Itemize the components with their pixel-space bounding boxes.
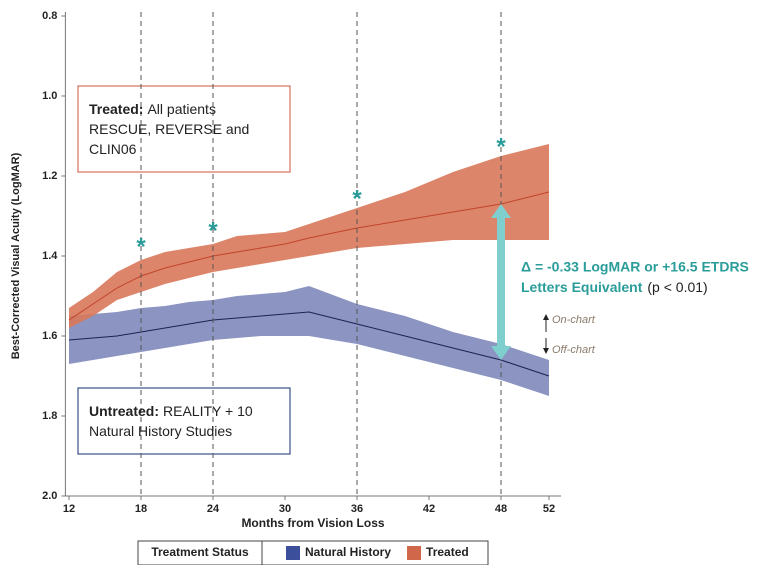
- annotation-label: Treated:: [89, 101, 143, 117]
- delta-arrow: [491, 204, 511, 360]
- annotation-line: RESCUE, REVERSE and: [89, 121, 249, 137]
- annotation-text: CLIN06: [89, 141, 137, 157]
- treated-box: [77, 85, 291, 173]
- legend-swatch: [286, 546, 300, 560]
- off-chart-arrowhead: [543, 348, 549, 354]
- x-tick-label: 18: [135, 503, 147, 515]
- annotation-text: Treated: All patients: [89, 101, 216, 117]
- y-axis-title: Best-Corrected Visual Acuity (LogMAR): [10, 152, 22, 359]
- legend-box: [137, 540, 489, 566]
- y-tick-label: 1.6: [42, 330, 57, 342]
- off-chart-label: Off-chart: [552, 344, 596, 356]
- significance-asterisk: *: [136, 233, 146, 260]
- y-tick-label: 1.4: [42, 250, 58, 262]
- y-tick-label: 0.8: [42, 10, 57, 22]
- annotation-line: Natural History Studies: [89, 423, 232, 439]
- p-value: (p < 0.01): [647, 279, 707, 295]
- confidence-band: [69, 144, 549, 328]
- x-tick-label: 36: [351, 503, 363, 515]
- on-chart-arrowhead: [543, 314, 549, 320]
- legend-title: Treatment Status: [151, 545, 249, 559]
- untreated-box: [77, 387, 291, 455]
- annotation-line: All patients: [147, 101, 215, 117]
- delta-text-line: Letters Equivalent: [521, 279, 643, 295]
- x-tick-label: 52: [543, 503, 555, 515]
- annotation-text: Untreated: REALITY + 10: [89, 403, 253, 419]
- legend-label: Natural History: [305, 545, 391, 559]
- delta-arrow-shaft: [497, 216, 505, 348]
- annotation-label: Untreated:: [89, 403, 159, 419]
- x-tick-label: 48: [495, 503, 507, 515]
- significance-asterisk: *: [496, 133, 506, 160]
- delta-arrow-head: [491, 204, 511, 218]
- annotation-text: RESCUE, REVERSE and: [89, 121, 249, 137]
- x-tick-label: 24: [207, 503, 220, 515]
- confidence-band: [69, 286, 549, 396]
- significance-asterisk: *: [208, 217, 218, 244]
- annotation-line: CLIN06: [89, 141, 137, 157]
- y-tick-label: 2.0: [42, 490, 57, 502]
- on-chart-label: On-chart: [552, 314, 596, 326]
- x-axis-title: Months from Vision Loss: [241, 516, 384, 530]
- y-tick-label: 1.8: [42, 410, 57, 422]
- x-tick-label: 30: [279, 503, 291, 515]
- mean-line: [68, 311, 550, 377]
- x-tick-label: 42: [423, 503, 435, 515]
- legend-swatch: [407, 546, 422, 560]
- legend-label: Treated: [426, 545, 469, 559]
- mean-line: [68, 191, 550, 321]
- x-tick-label: 12: [63, 503, 75, 515]
- annotation-text: Natural History Studies: [89, 423, 232, 439]
- annotation-line: REALITY + 10: [163, 403, 253, 419]
- y-tick-label: 1.2: [42, 170, 57, 182]
- y-tick-label: 1.0: [42, 90, 57, 102]
- delta-arrow-head: [491, 346, 511, 360]
- delta-text: Letters Equivalent (p < 0.01): [521, 279, 708, 295]
- delta-text: Δ = -0.33 LogMAR or +16.5 ETDRS: [521, 259, 749, 275]
- significance-asterisk: *: [352, 185, 362, 212]
